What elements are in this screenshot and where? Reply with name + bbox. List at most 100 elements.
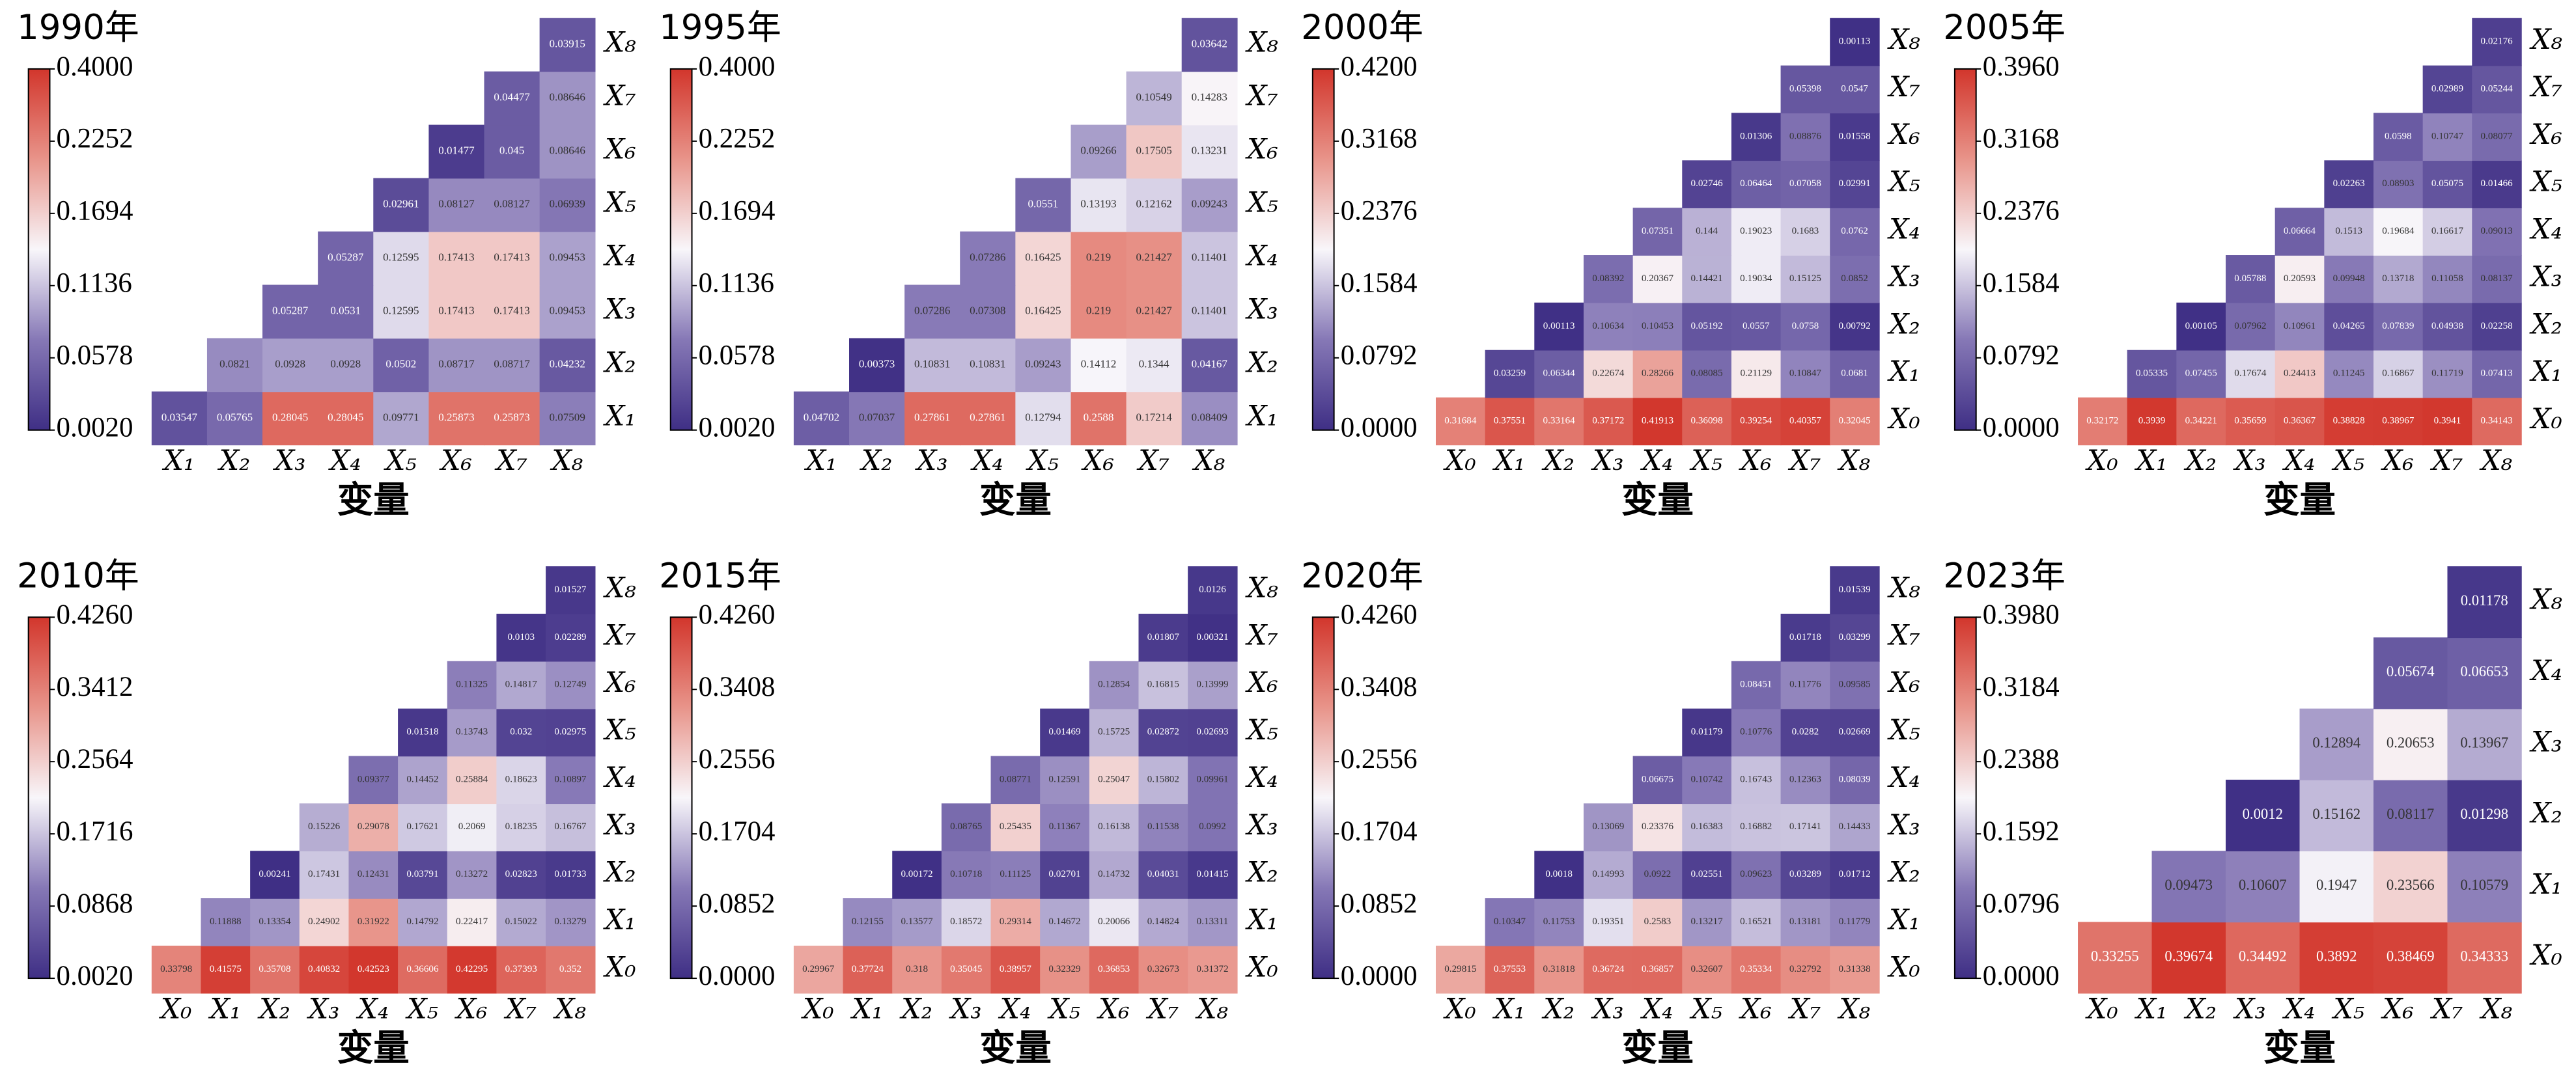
heatmap-cell bbox=[1188, 803, 1238, 851]
heatmap-cell bbox=[2422, 397, 2473, 446]
panel-title: 1995年 bbox=[659, 8, 781, 48]
y-tick-label: X₁ bbox=[1887, 355, 1920, 388]
heatmap-cell bbox=[348, 851, 399, 899]
heatmap-cell bbox=[262, 338, 318, 392]
cell-value-label: 0.3892 bbox=[2316, 948, 2357, 964]
cell-value-label: 0.0018 bbox=[1545, 869, 1573, 879]
y-tick-label: X₇ bbox=[1245, 80, 1278, 113]
heatmap-cell bbox=[1632, 756, 1683, 804]
heatmap-cell bbox=[1040, 898, 1090, 946]
y-tick-label: X₁ bbox=[1887, 903, 1920, 936]
heatmap-cell bbox=[1181, 18, 1238, 72]
cell-value-label: 0.05287 bbox=[272, 304, 309, 316]
heatmap-cell bbox=[539, 391, 596, 446]
heatmap-cell bbox=[1830, 397, 1880, 446]
x-tick-label: X₄ bbox=[970, 445, 1003, 477]
cell-value-label: 0.38469 bbox=[2387, 948, 2435, 964]
cell-value-label: 0.14792 bbox=[406, 916, 438, 927]
heatmap-cell bbox=[2472, 350, 2522, 398]
heatmap-cell bbox=[1583, 255, 1634, 303]
heatmap-cell bbox=[1188, 945, 1238, 994]
cell-value-label: 0.02975 bbox=[554, 727, 586, 737]
heatmap-cell bbox=[2472, 160, 2522, 208]
heatmap-cell bbox=[1632, 898, 1683, 946]
cell-value-label: 0.09453 bbox=[550, 304, 585, 316]
cell-value-label: 0.0551 bbox=[1028, 198, 1059, 210]
heatmap-cell bbox=[1780, 851, 1830, 899]
colorbar-tick-label: 0.0000 bbox=[1983, 961, 2060, 991]
cell-value-label: 0.10831 bbox=[914, 357, 950, 370]
heatmap-cell bbox=[2226, 922, 2301, 994]
cell-value-label: 0.16767 bbox=[554, 821, 587, 832]
heatmap-cell bbox=[990, 851, 1041, 899]
y-tick-label: X₃ bbox=[603, 294, 636, 326]
heatmap-cell bbox=[1731, 945, 1782, 994]
heatmap-cell bbox=[1126, 71, 1183, 126]
heatmap-cell bbox=[2422, 160, 2473, 208]
heatmap-cell bbox=[318, 231, 374, 286]
cell-value-label: 0.06344 bbox=[1543, 368, 1576, 379]
cell-value-label: 0.13718 bbox=[2382, 273, 2414, 284]
colorbar-tick-label: 0.2564 bbox=[57, 744, 133, 775]
heatmap-cell bbox=[2373, 708, 2448, 780]
heatmap-cell bbox=[1583, 350, 1634, 398]
cell-value-label: 0.02693 bbox=[1196, 727, 1228, 737]
colorbar-tick-label: 0.4260 bbox=[57, 599, 133, 630]
heatmap-cell bbox=[1040, 803, 1090, 851]
heatmap-cell bbox=[1731, 708, 1782, 757]
colorbar-tick-label: 0.1584 bbox=[1341, 268, 1418, 299]
heatmap-cell bbox=[250, 898, 300, 946]
x-tick-label: X₄ bbox=[356, 993, 389, 1026]
heatmap-cell bbox=[2275, 302, 2325, 351]
heatmap-cell bbox=[849, 391, 905, 446]
heatmap-cell bbox=[1071, 178, 1127, 232]
cell-value-label: 0.11779 bbox=[1839, 916, 1871, 927]
heatmap-cell bbox=[960, 284, 1016, 339]
cell-value-label: 0.219 bbox=[1086, 251, 1111, 263]
heatmap-cell bbox=[546, 661, 596, 709]
heatmap-cell bbox=[2422, 350, 2473, 398]
heatmap-cell bbox=[843, 898, 893, 946]
x-tick-label: X₆ bbox=[2381, 445, 2414, 477]
cell-value-label: 0.09585 bbox=[1838, 680, 1870, 690]
cell-value-label: 0.0681 bbox=[1841, 368, 1868, 379]
x-axis-label: 变量 bbox=[979, 480, 1052, 521]
colorbar bbox=[1953, 616, 1977, 980]
heatmap-cell bbox=[1632, 397, 1683, 446]
y-tick-label: X₇ bbox=[603, 80, 636, 113]
colorbar bbox=[1311, 68, 1335, 431]
heatmap-cell bbox=[348, 945, 399, 994]
heatmap-cell bbox=[1830, 898, 1880, 946]
cell-value-label: 0.15725 bbox=[1098, 727, 1130, 737]
cell-value-label: 0.06464 bbox=[1740, 178, 1772, 189]
y-tick-label: X₁ bbox=[603, 903, 636, 936]
heatmap-cell bbox=[1731, 208, 1782, 256]
cell-value-label: 0.07286 bbox=[970, 251, 1005, 263]
cell-value-label: 0.01807 bbox=[1147, 632, 1180, 642]
heatmap-cell bbox=[546, 898, 596, 946]
cell-value-label: 0.06664 bbox=[2284, 226, 2316, 236]
heatmap-cell bbox=[447, 661, 497, 709]
cell-value-label: 0.09623 bbox=[1740, 869, 1772, 879]
colorbar-tick-label: 0.3168 bbox=[1341, 124, 1418, 154]
colorbar-tick-label: 0.2556 bbox=[699, 744, 776, 775]
cell-value-label: 0.41913 bbox=[1642, 415, 1673, 426]
heatmap-cell bbox=[1583, 397, 1634, 446]
heatmap-cell bbox=[1682, 397, 1732, 446]
heatmap-cell bbox=[1181, 71, 1238, 126]
colorbar-tick-label: 0.1716 bbox=[57, 816, 133, 847]
y-tick-label: X₁ bbox=[1245, 903, 1278, 936]
colorbar-tick-label: 0.0578 bbox=[57, 340, 133, 371]
cell-value-label: 0.25884 bbox=[456, 774, 488, 784]
cell-value-label: 0.09771 bbox=[383, 411, 419, 423]
y-tick-label: X₃ bbox=[2529, 260, 2562, 293]
heatmap-cell bbox=[2226, 397, 2276, 446]
cell-value-label: 0.05335 bbox=[2136, 368, 2168, 379]
cell-value-label: 0.11719 bbox=[2431, 368, 2463, 379]
heatmap-cell bbox=[2324, 208, 2374, 256]
y-tick-label: X₀ bbox=[1245, 951, 1278, 983]
cell-value-label: 0.03289 bbox=[1789, 869, 1821, 879]
y-tick-label: X₃ bbox=[1245, 294, 1278, 326]
cell-value-label: 0.01298 bbox=[2460, 806, 2508, 822]
heatmap-cell bbox=[1040, 756, 1090, 804]
